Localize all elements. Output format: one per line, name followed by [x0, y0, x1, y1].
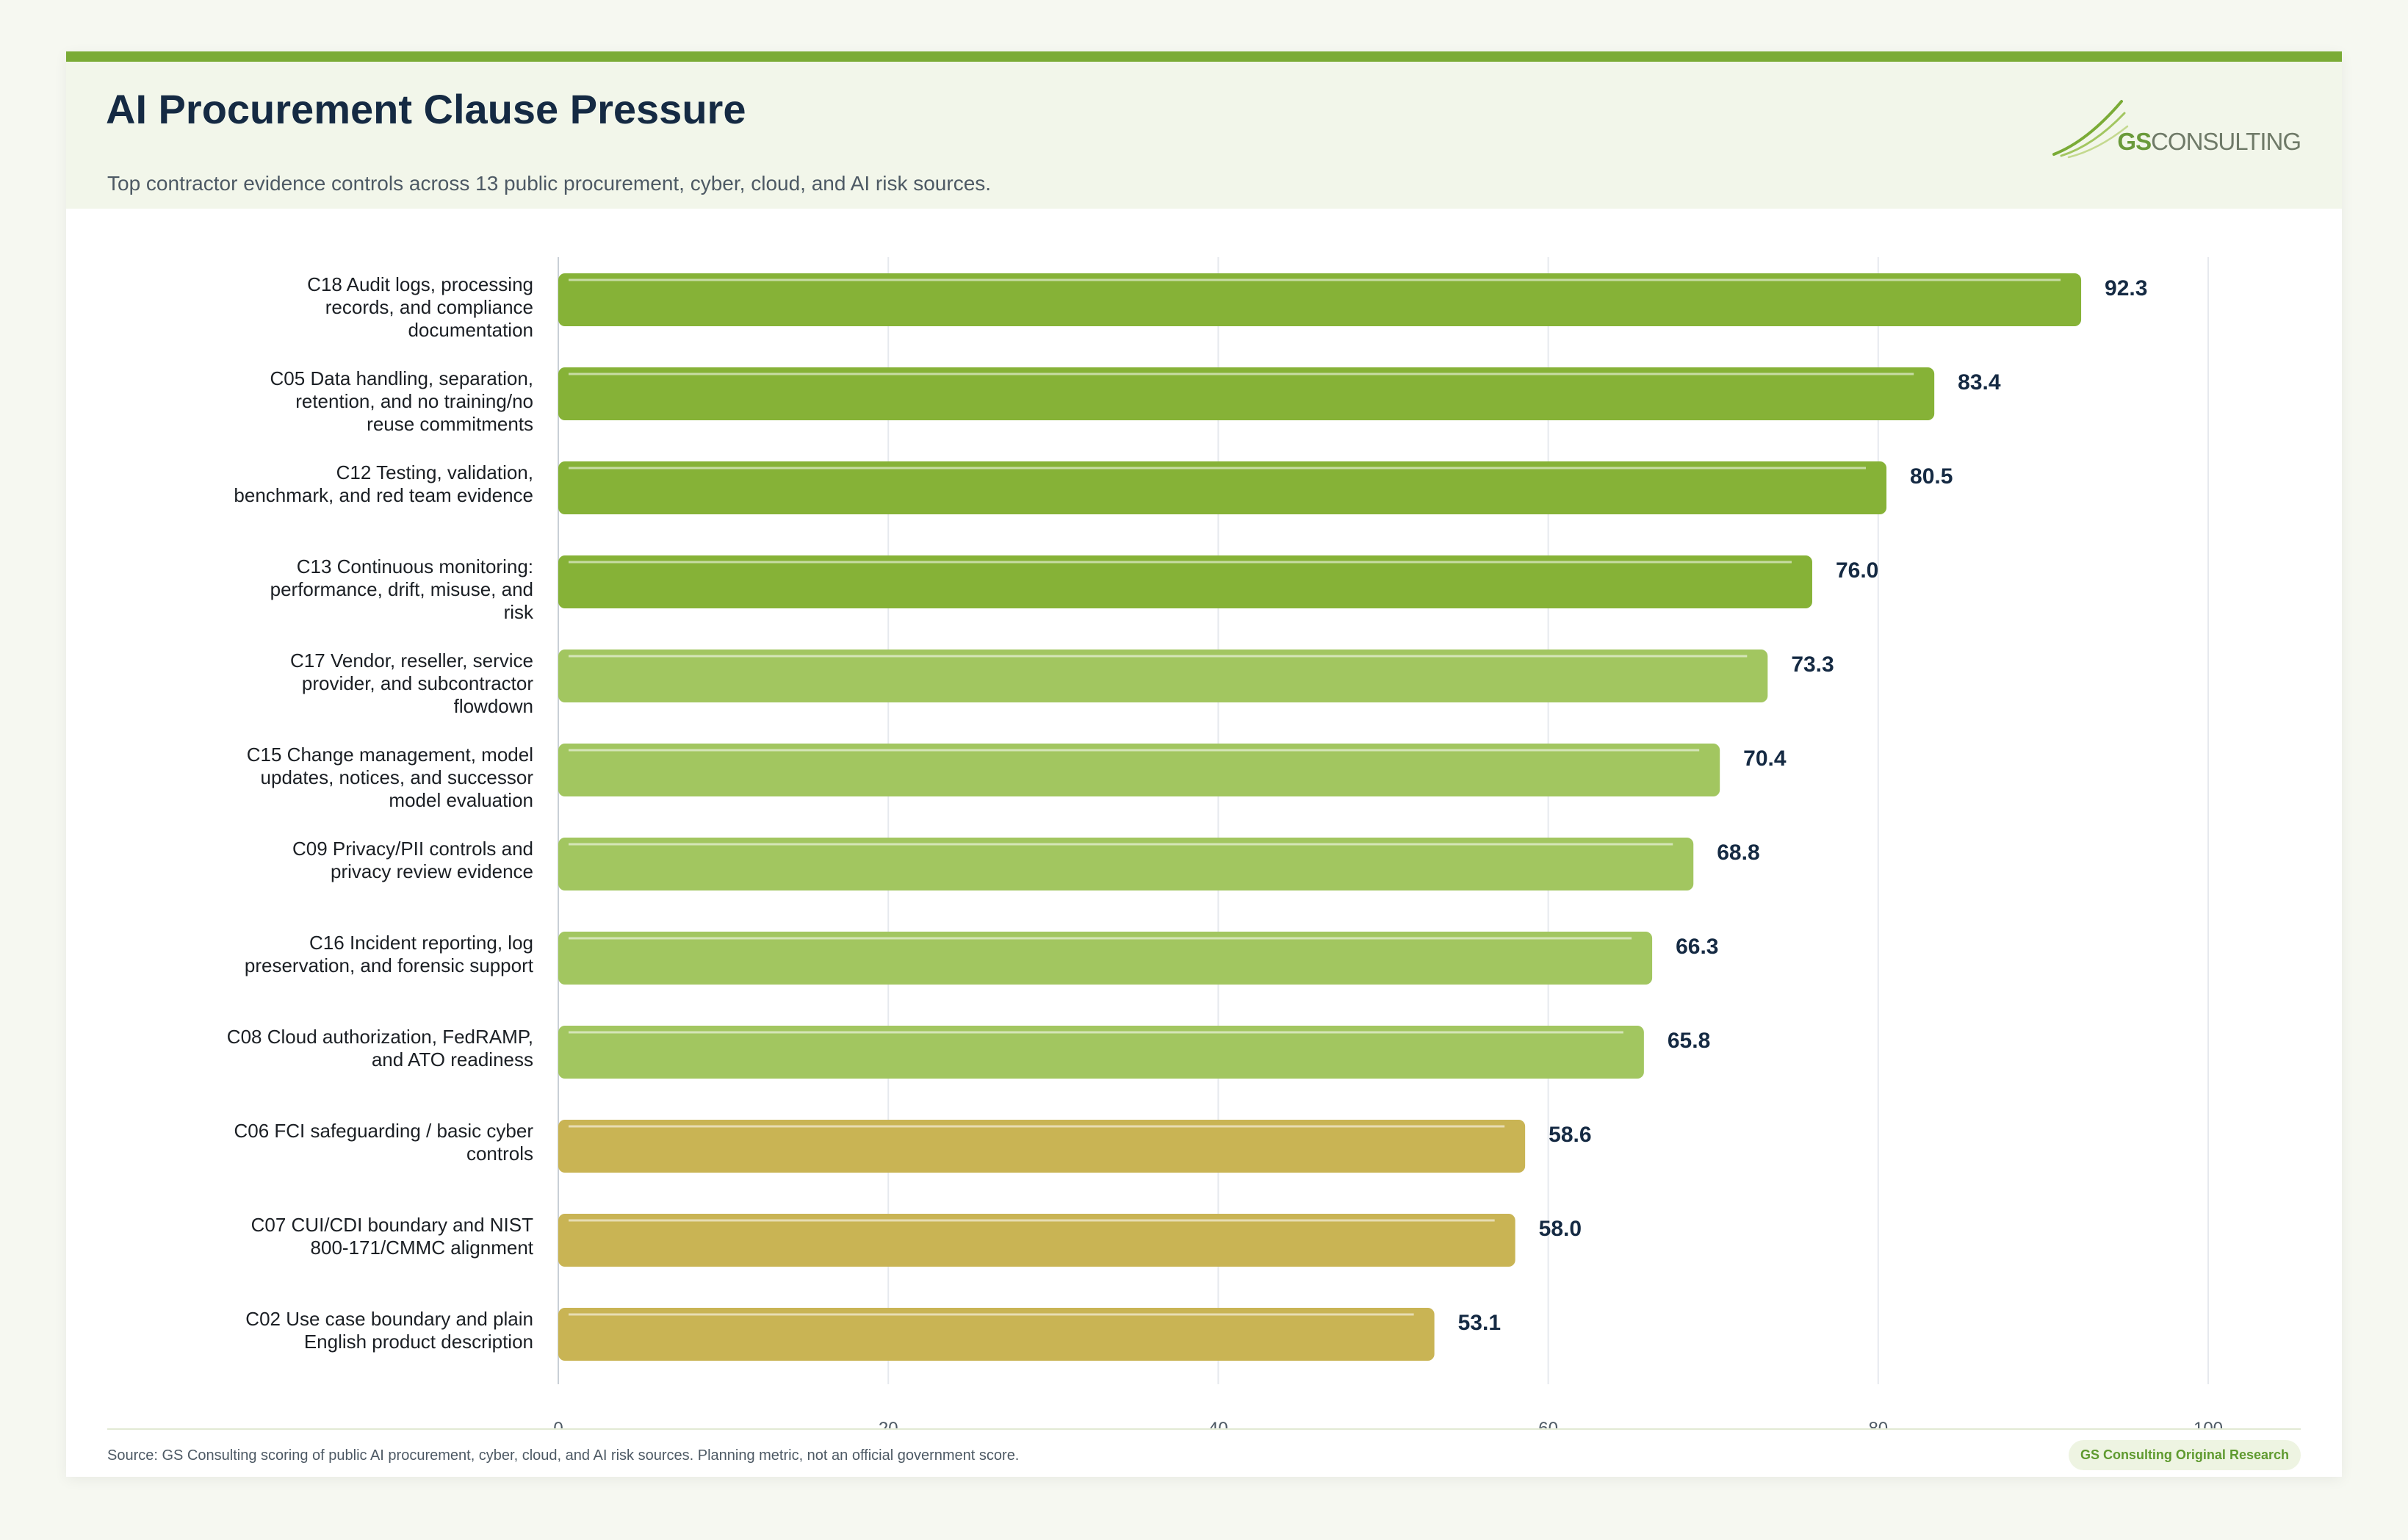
- category-label: C07 CUI/CDI boundary and NIST 800-171/CMM…: [251, 1214, 534, 1259]
- research-badge: GS Consulting Original Research: [2068, 1440, 2301, 1470]
- category-label: C06 FCI safeguarding / basic cyber contro…: [234, 1120, 533, 1165]
- data-label: 65.8: [1668, 1029, 1710, 1053]
- bar: [558, 1120, 1526, 1173]
- bar: [558, 273, 2082, 326]
- bar: [558, 1308, 1435, 1361]
- data-label: 73.3: [1791, 652, 1834, 677]
- data-label: 80.5: [1910, 464, 1953, 489]
- bar: [558, 1026, 1644, 1079]
- page-subtitle: Top contractor evidence controls across …: [107, 172, 992, 195]
- category-label: C02 Use case boundary and plain English p…: [245, 1308, 533, 1353]
- data-label: 70.4: [1743, 746, 1787, 771]
- category-label: C05 Data handling, separation, retention,…: [270, 367, 533, 435]
- data-label: 76.0: [1836, 558, 1878, 583]
- data-label: 68.8: [1717, 841, 1759, 865]
- category-label: C17 Vendor, reseller, service provider, a…: [290, 650, 533, 717]
- data-label: 58.6: [1549, 1123, 1591, 1147]
- data-label: 83.4: [1958, 370, 2001, 395]
- data-label: 58.0: [1539, 1217, 1582, 1241]
- data-label: 66.3: [1676, 935, 1718, 959]
- chart-card: AI Procurement Clause Pressure Top contr…: [66, 51, 2342, 1477]
- x-tick-label: 60: [1538, 1419, 1558, 1428]
- logo-wordmark: GSCONSULTING: [2117, 128, 2301, 155]
- header: AI Procurement Clause Pressure Top contr…: [66, 62, 2342, 209]
- category-label: C15 Change management, model updates, not…: [247, 744, 534, 811]
- bar: [558, 744, 1720, 796]
- bar-chart: 0 20 40 60 80 100 92.3 C18 Audit logs, processi…: [227, 257, 2223, 1428]
- bar: [558, 838, 1694, 890]
- category-label: C08 Cloud authorization, FedRAMP, and ATO…: [227, 1026, 533, 1071]
- x-tick-label: 20: [879, 1419, 898, 1428]
- bar: [558, 1214, 1515, 1267]
- data-label: 53.1: [1458, 1311, 1501, 1335]
- footer-divider: [107, 1428, 2301, 1430]
- x-tick-label: 100: [2193, 1419, 2223, 1428]
- logo-swoosh-icon: [2052, 100, 2129, 159]
- category-label: C18 Audit logs, processing records, and c…: [307, 273, 533, 341]
- gs-consulting-logo: GSCONSULTING: [2051, 91, 2301, 172]
- x-tick-label: 80: [1868, 1419, 1888, 1428]
- x-tick-label: 0: [553, 1419, 563, 1428]
- bar: [558, 650, 1768, 702]
- data-label: 92.3: [2105, 276, 2147, 301]
- category-label: C16 Incident reporting, log preservation,…: [245, 932, 534, 976]
- bar: [558, 367, 1935, 420]
- bar: [558, 461, 1887, 514]
- category-label: C12 Testing, validation, benchmark, and r…: [234, 461, 533, 506]
- category-label: C13 Continuous monitoring: performance, d…: [270, 555, 534, 623]
- accent-bar: [66, 51, 2342, 62]
- page-title: AI Procurement Clause Pressure: [106, 86, 746, 132]
- bar: [558, 932, 1653, 985]
- bar: [558, 555, 1812, 608]
- x-tick-label: 40: [1208, 1419, 1228, 1428]
- source-note: Source: GS Consulting scoring of public …: [107, 1447, 1020, 1464]
- category-label: C09 Privacy/PII controls and privacy revi…: [292, 838, 533, 882]
